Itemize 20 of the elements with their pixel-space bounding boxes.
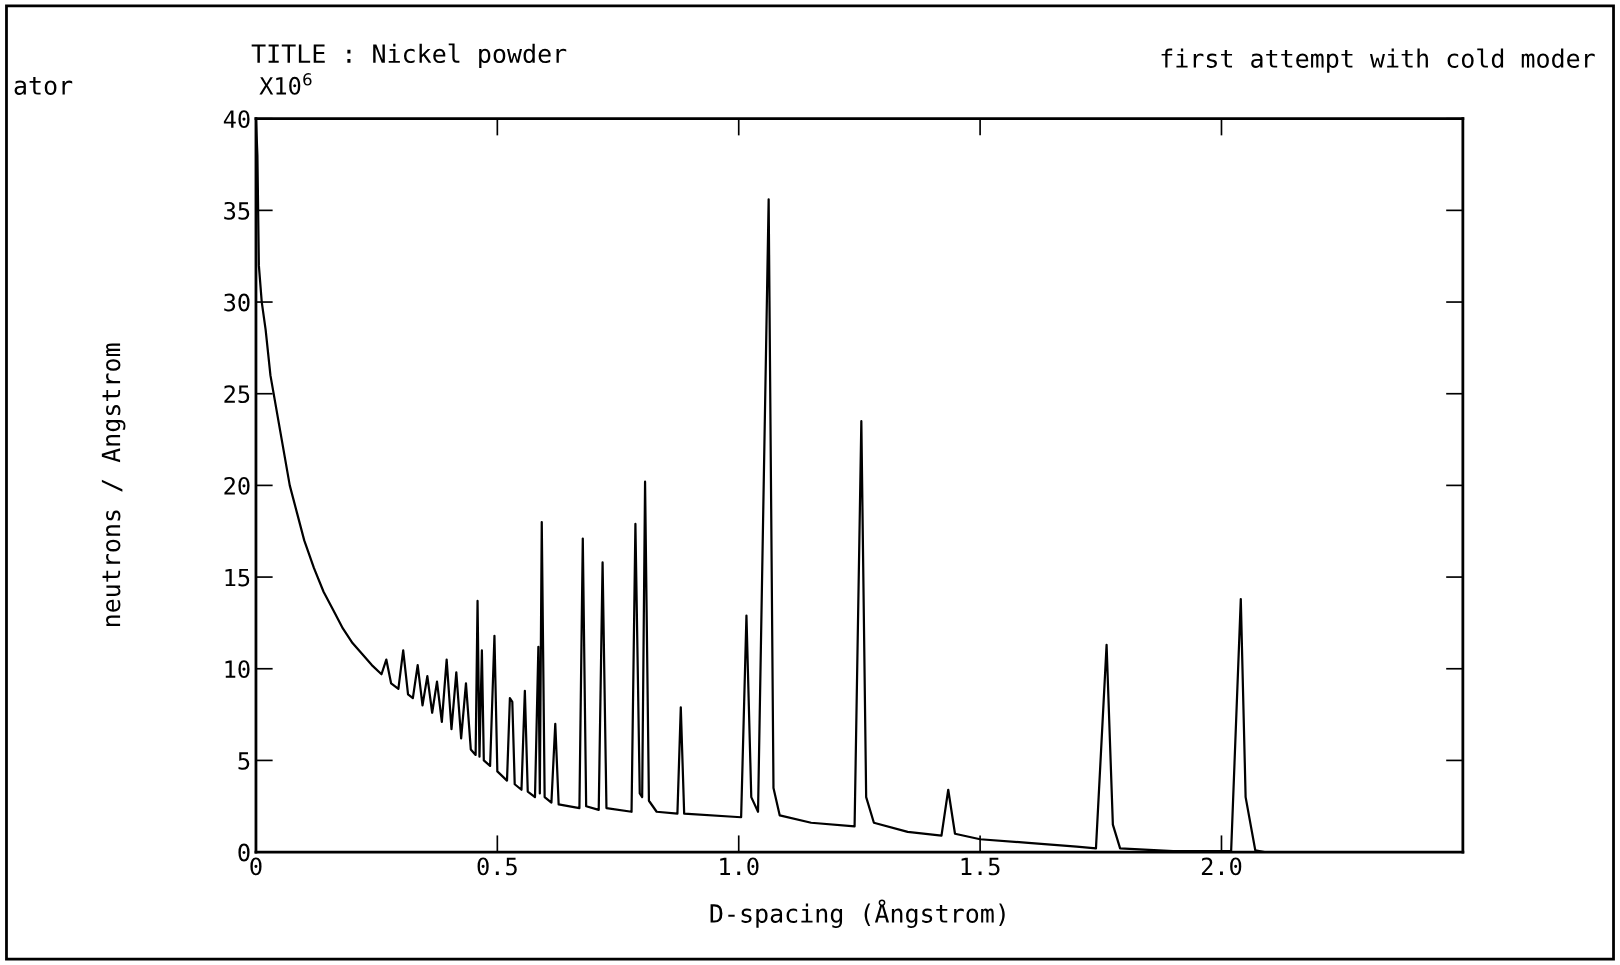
y-tick-label: 0 (238, 843, 250, 862)
y-tick-label: 20 (224, 476, 250, 495)
text: first attempt with cold moder (1161, 48, 1595, 73)
chart-subtitle: X10$^{6}$ (259, 73, 312, 95)
y-axis-title: neutrons / Angstrom (101, 343, 126, 626)
y-tick-label: 30 (224, 293, 250, 312)
x-tick-label: 0 (250, 857, 262, 876)
x-tick-label: 0.5 (477, 857, 517, 876)
y-tick-label: 5 (238, 752, 250, 770)
x-axis-title: D-spacing (Ångstrom) (710, 899, 1005, 928)
x-tick-label: 1.5 (961, 857, 1000, 876)
chart-title: TITLE : Nickel powder (251, 43, 567, 68)
x-tick-label: 2.0 (1201, 857, 1242, 876)
y-tick-label: 35 (224, 201, 250, 220)
y-tick-label: 15 (225, 568, 250, 587)
x-tick-label: 1.0 (720, 857, 759, 876)
text: ator (14, 77, 73, 95)
y-tick-label: 25 (224, 385, 250, 404)
y-tick-label: 10 (225, 660, 250, 679)
y-tick-label: 40 (223, 110, 250, 129)
